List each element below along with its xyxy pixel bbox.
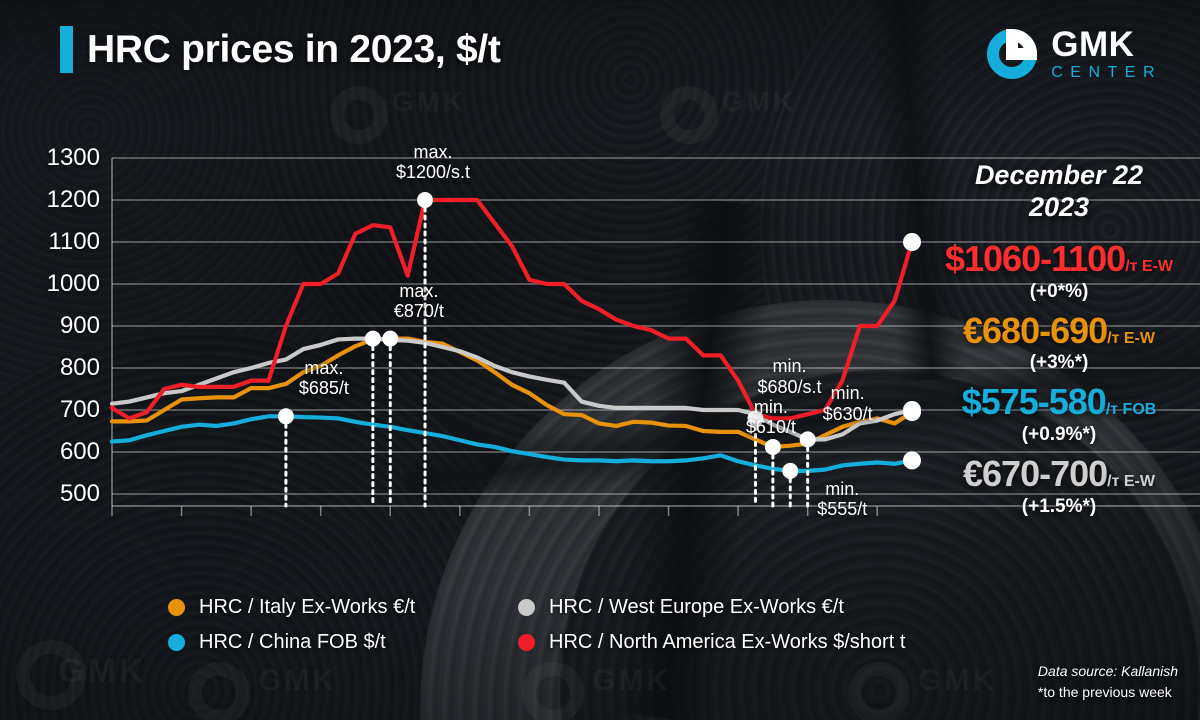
price-value-north-america: $1060-1100/т E-W	[918, 237, 1200, 279]
panel-date-line1: December 22	[974, 160, 1144, 190]
gmk-donut-icon	[987, 28, 1038, 79]
annotation-1200st: max. $1200/s.t	[396, 142, 471, 183]
price-block-west-europe: €670-700/т E-W	[918, 455, 1200, 493]
logo-center-text: CENTER	[1051, 64, 1162, 81]
legend-label-china: HRC / China FOB $/t	[199, 631, 386, 653]
y-tick-1300: 1300	[46, 144, 100, 171]
legend-item-west-europe[interactable]: HRC / West Europe Ex-Works €/t	[518, 596, 844, 619]
watermark-ring	[188, 662, 250, 720]
y-tick-1100: 1100	[48, 228, 100, 255]
y-tick-1200: 1200	[46, 186, 100, 213]
footer-source: Data source: Kallanish *to the previous …	[1038, 661, 1178, 704]
legend-label-north-america: HRC / North America Ex-Works $/short t	[549, 631, 906, 653]
logo-wordmark: GMK CENTER	[1051, 27, 1162, 81]
watermark-ring	[522, 662, 584, 720]
logo-gmk-text: GMK	[1051, 25, 1135, 64]
chart-legend: HRC / Italy Ex-Works €/t HRC / West Euro…	[168, 596, 928, 666]
price-delta-italy: (+3%*)	[1029, 352, 1089, 374]
data-source-text: Data source: Kallanish	[1037, 662, 1178, 679]
price-block-italy: €680-690/т E-W	[918, 309, 1200, 351]
price-value-italy: €680-690/т E-W	[918, 309, 1200, 351]
y-tick-500: 500	[59, 480, 100, 507]
watermark-text: GMK	[58, 652, 146, 691]
watermark-text: GMK	[258, 664, 337, 698]
gmk-center-logo: GMK CENTER	[987, 27, 1162, 81]
price-value-west-europe: €670-700/т E-W	[918, 455, 1200, 493]
annotation-555t: min. $555/t	[817, 478, 868, 520]
price-unit-west-europe: /т E-W	[1107, 473, 1155, 491]
annotation-680st: min. $680/s.t	[757, 356, 822, 397]
price-delta-china: (+0.9%*)	[1021, 424, 1097, 446]
annotation-870t: max. €870/t	[393, 280, 444, 321]
price-number-north-america: $1060-1100	[944, 237, 1126, 279]
y-tick-600: 600	[59, 438, 100, 465]
panel-date-line2: 2023	[1028, 191, 1090, 222]
legend-item-china[interactable]: HRC / China FOB $/t	[168, 631, 518, 654]
page-title: HRC prices in 2023, $/t	[87, 27, 501, 71]
price-number-china: $575-580	[961, 381, 1107, 423]
y-tick-1000: 1000	[46, 270, 100, 297]
y-tick-900: 900	[59, 312, 100, 339]
legend-swatch-china	[168, 634, 185, 651]
price-unit-china: /т FOB	[1105, 401, 1157, 419]
legend-item-italy[interactable]: HRC / Italy Ex-Works €/t	[168, 596, 518, 619]
price-delta-west-europe: (+1.5%*)	[1021, 495, 1097, 517]
price-delta-north-america: (+0*%)	[1029, 280, 1089, 302]
annotation-610t: min. $610/t	[745, 396, 796, 438]
price-unit-north-america: /т E-W	[1125, 257, 1174, 275]
price-unit-italy: /т E-W	[1107, 329, 1155, 347]
legend-swatch-italy	[168, 599, 185, 616]
legend-swatch-west-europe	[518, 599, 535, 616]
y-tick-700: 700	[59, 396, 100, 423]
y-tick-800: 800	[59, 354, 100, 381]
watermark-text: GMK	[918, 664, 997, 698]
header: HRC prices in 2023, $/t	[60, 26, 501, 73]
price-number-italy: €680-690	[963, 309, 1108, 351]
legend-swatch-north-america	[518, 634, 535, 651]
price-number-west-europe: €670-700	[963, 453, 1108, 495]
panel-date: December 22 2023	[918, 160, 1200, 224]
legend-label-west-europe: HRC / West Europe Ex-Works €/t	[549, 596, 844, 618]
legend-item-north-america[interactable]: HRC / North America Ex-Works $/short t	[518, 631, 905, 654]
watermark-text: GMK	[722, 86, 796, 118]
annotation-630t: min. $630/t	[822, 383, 873, 424]
price-value-china: $575-580/т FOB	[918, 383, 1200, 421]
price-block-china: $575-580/т FOB	[918, 383, 1200, 421]
footnote-text: *to the previous week	[1037, 684, 1172, 701]
watermark-text: GMK	[592, 664, 671, 698]
annotation-685t: max. $685/t	[298, 358, 349, 399]
price-summary-panel: December 22 2023 $1060-1100/т E-W (+0*%)…	[918, 160, 1200, 527]
title-accent-bar	[60, 26, 73, 73]
watermark-text: GMK	[392, 86, 466, 118]
legend-label-italy: HRC / Italy Ex-Works €/t	[199, 596, 416, 618]
price-block-north-america: $1060-1100/т E-W	[918, 237, 1200, 279]
